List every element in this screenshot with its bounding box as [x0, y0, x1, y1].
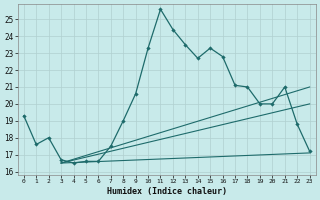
X-axis label: Humidex (Indice chaleur): Humidex (Indice chaleur) [107, 187, 227, 196]
